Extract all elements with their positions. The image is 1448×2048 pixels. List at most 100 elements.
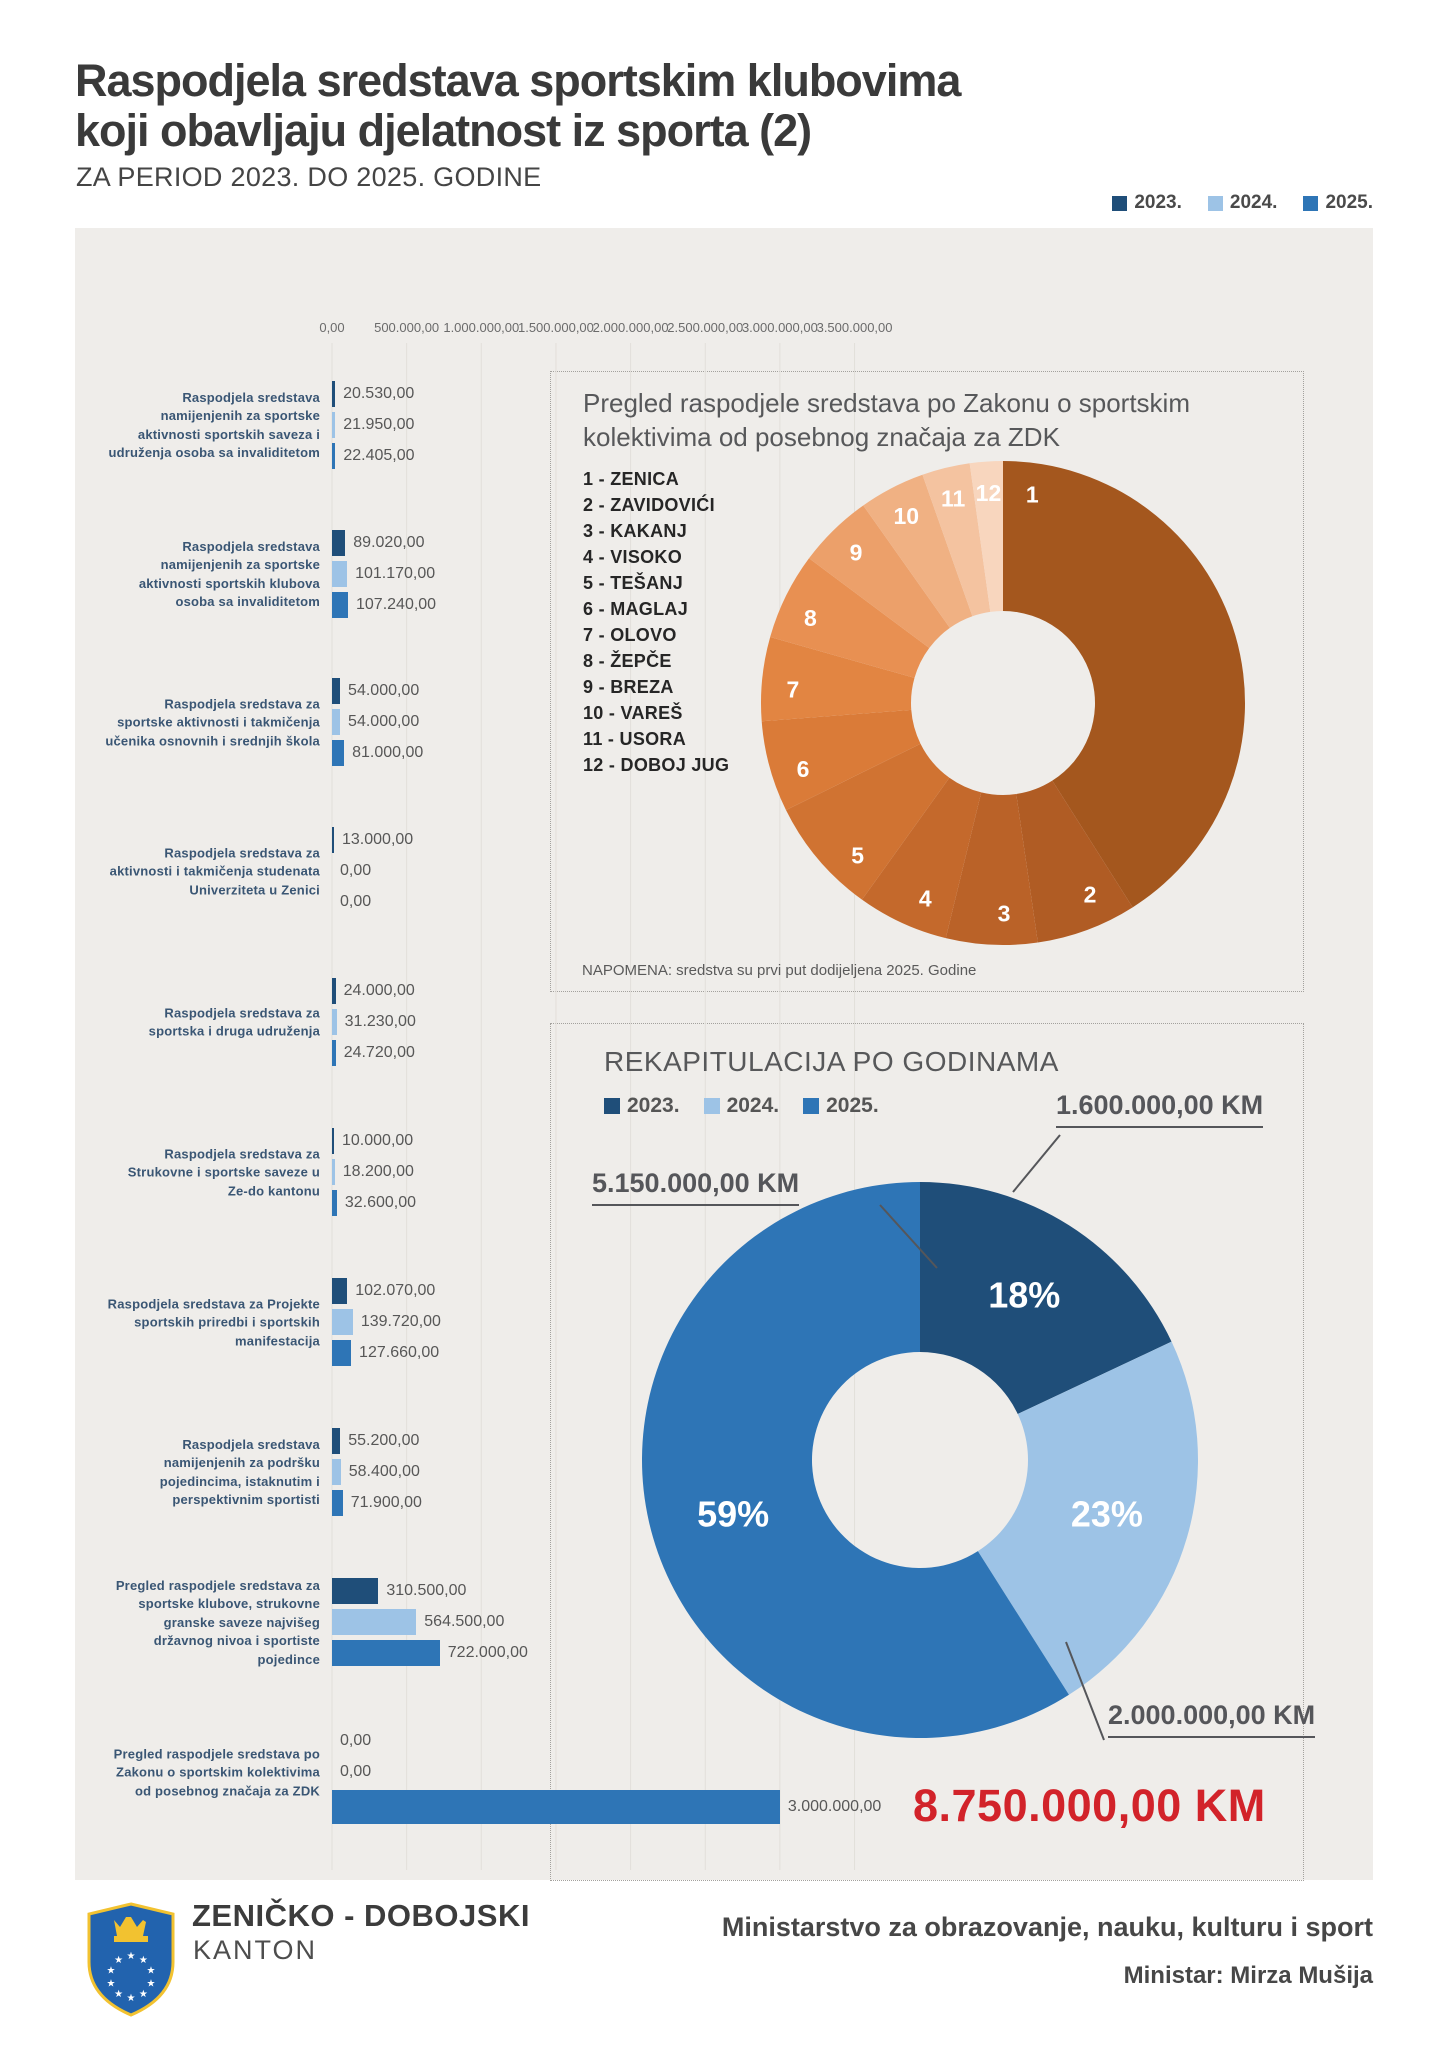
bar-2025-segment xyxy=(332,1640,440,1666)
municipal-legend-item-KAKANJ: 3 - KAKANJ xyxy=(583,521,688,541)
bar-2024-segment xyxy=(332,1159,335,1185)
page-title-line2: koji obavljaju djelatnost iz sporta (2) xyxy=(75,105,812,156)
svg-text:★: ★ xyxy=(127,1993,136,2004)
svg-text:★: ★ xyxy=(127,1951,136,1962)
bar-value-label: 13.000,00 xyxy=(342,831,414,848)
year-label: 2025. xyxy=(826,1094,879,1117)
zdk-coat-of-arms-icon: ★ ★★★★★★★★★ xyxy=(87,1902,175,2017)
bar-value-label: 54.000,00 xyxy=(348,682,420,699)
x-axis-tick: 1.000.000,00 xyxy=(443,320,520,335)
bar-category-label: Raspodjela sredstava namijenjenih za spo… xyxy=(138,539,320,610)
org-name: ZENIČKO - DOBOJSKI xyxy=(192,1898,530,1933)
callout-2024-amount: 2.000.000,00 KM xyxy=(1108,1700,1316,1738)
bar-2025-segment xyxy=(332,1040,336,1066)
municipal-legend-item-MAGLAJ: 6 - MAGLAJ xyxy=(583,599,689,619)
year-swatch-icon xyxy=(703,1098,720,1114)
bar-2024-segment xyxy=(332,1309,353,1335)
x-axis-tick: 1.500.000,00 xyxy=(517,320,594,335)
municipal-donut-legend: 1 - ZENICA 2 - ZAVIDOVIĆI 3 - KAKANJ 4 - VI… xyxy=(583,466,729,778)
municipal-legend-item-ZAVIDOVIĆI: 2 - ZAVIDOVIĆI xyxy=(583,495,715,515)
municipal-donut-title: Pregled raspodjele sredstava po Zakonu o… xyxy=(583,388,1190,453)
bar-value-label: 18.200,00 xyxy=(342,1163,414,1180)
bar-2023-segment xyxy=(332,1578,379,1604)
bar-2023-segment xyxy=(332,678,341,704)
bar-value-label: 32.600,00 xyxy=(344,1194,417,1211)
bar-value-label: 0,00 xyxy=(340,893,372,910)
bar-2025-segment xyxy=(332,740,345,766)
org-name-line2: KANTON xyxy=(193,1935,318,1965)
bar-value-label: 81.000,00 xyxy=(352,744,424,761)
bar-2023-segment xyxy=(332,381,336,407)
recap-legend-item-2024: 2024. xyxy=(703,1094,780,1118)
x-axis-tick: 500.000,00 xyxy=(374,320,440,335)
bar-2024-segment xyxy=(332,709,341,735)
year-label: 2023. xyxy=(1134,192,1182,213)
bar-value-label: 139.720,00 xyxy=(360,1313,441,1330)
year-label: 2023. xyxy=(627,1094,680,1117)
bar-value-label: 107.240,00 xyxy=(356,596,437,613)
svg-text:★: ★ xyxy=(107,1978,116,1989)
bar-value-label: 564.500,00 xyxy=(424,1613,505,1630)
page-title: Raspodjela sredstava sportskim klubovima xyxy=(75,55,961,106)
bar-2023-segment xyxy=(332,1428,341,1454)
bar-value-label: 3.000.000,00 xyxy=(787,1798,882,1815)
bar-category-label: Raspodjela sredstava za Projekte sportsk… xyxy=(107,1296,320,1349)
page-subtitle: ZA PERIOD 2023. DO 2025. GODINE xyxy=(76,162,542,192)
bar-2025-segment xyxy=(332,1190,337,1216)
bar-2023-segment xyxy=(332,1278,348,1304)
municipal-legend-item-ŽEPČE: 8 - ŽEPČE xyxy=(583,651,672,671)
municipal-legend-item-TEŠANJ: 5 - TEŠANJ xyxy=(583,573,684,593)
year-swatch-icon xyxy=(1112,195,1128,211)
year-swatch-icon xyxy=(1207,195,1223,211)
bar-value-label: 24.000,00 xyxy=(343,982,415,999)
x-axis-tick: 2.000.000,00 xyxy=(592,320,669,335)
municipal-legend-item-VAREŠ: 10 - VAREŠ xyxy=(583,703,683,723)
municipal-legend-item-USORA: 11 - USORA xyxy=(583,729,687,749)
bar-category-label: Raspodjela sredstava za Strukovne i spor… xyxy=(127,1146,320,1199)
panel-recap-donut xyxy=(550,1023,1304,1881)
bar-2025-segment xyxy=(332,443,336,469)
bar-value-label: 0,00 xyxy=(340,862,372,879)
panel-municipal-donut xyxy=(550,371,1304,992)
bar-value-label: 71.900,00 xyxy=(350,1494,422,1511)
bar-category-label: Raspodjela sredstava za sportske aktivno… xyxy=(105,696,320,749)
bar-value-label: 55.200,00 xyxy=(348,1432,420,1449)
bar-2025-segment xyxy=(332,1790,780,1824)
top-legend-item-2025: 2025. xyxy=(1303,192,1373,214)
bar-value-label: 722.000,00 xyxy=(447,1644,528,1661)
bar-value-label: 24.720,00 xyxy=(343,1044,415,1061)
charts-area: 1 2 3 4 5 6 7 8 9 10 11 12 18% 23% 59% 0,00 500.000,00 1… xyxy=(75,228,1373,1881)
recap-donut-title: REKAPITULACIJA PO GODINAMA xyxy=(604,1046,1059,1077)
municipal-legend-item-VISOKO: 4 - VISOKO xyxy=(583,547,683,567)
year-swatch-icon xyxy=(803,1098,820,1114)
bar-2024-segment xyxy=(332,412,336,438)
x-axis-tick: 0,00 xyxy=(319,320,345,335)
bar-2025-segment xyxy=(332,1340,352,1366)
bar-2024-segment xyxy=(332,1009,337,1035)
x-axis-tick: 3.500.000,00 xyxy=(816,320,893,335)
bar-category-label: Raspodjela sredstava namijenjenih za spo… xyxy=(108,390,320,461)
bar-value-label: 101.170,00 xyxy=(355,565,436,582)
minister-name: Ministar: Mirza Mušija xyxy=(1123,1962,1373,1989)
municipal-legend-item-BREZA: 9 - BREZA xyxy=(583,677,674,697)
top-legend-item-2024: 2024. xyxy=(1207,192,1278,214)
bar-category-label: Raspodjela sredstava namijenjenih za pod… xyxy=(159,1437,320,1508)
year-swatch-icon xyxy=(604,1098,620,1114)
year-label: 2024. xyxy=(726,1094,780,1117)
year-swatch-icon xyxy=(1303,195,1319,211)
year-label: 2024. xyxy=(1229,192,1278,213)
bar-value-label: 0,00 xyxy=(340,1763,372,1780)
bar-category-label: Raspodjela sredstava za sportska i druga… xyxy=(148,1005,320,1039)
note-text: NAPOMENA: sredstva su prvi put dodijelje… xyxy=(582,962,977,979)
top-legend-item-2023: 2023. xyxy=(1112,192,1182,214)
bar-value-label: 54.000,00 xyxy=(348,713,420,730)
bar-value-label: 21.950,00 xyxy=(343,416,415,433)
bar-category-label: Pregled raspodjele sredstava za sportske… xyxy=(115,1577,320,1667)
svg-text:★: ★ xyxy=(139,1989,148,2000)
callout-2023-amount: 1.600.000,00 KM xyxy=(1056,1090,1264,1128)
ministry-name: Ministarstvo za obrazovanje, nauku, kult… xyxy=(721,1912,1373,1942)
callout-2025-amount: 5.150.000,00 KM xyxy=(592,1168,800,1206)
bar-category-label: Pregled raspodjele sredstava po Zakonu o… xyxy=(113,1746,320,1799)
svg-text:★: ★ xyxy=(146,1966,155,1977)
bar-value-label: 20.530,00 xyxy=(343,385,415,402)
